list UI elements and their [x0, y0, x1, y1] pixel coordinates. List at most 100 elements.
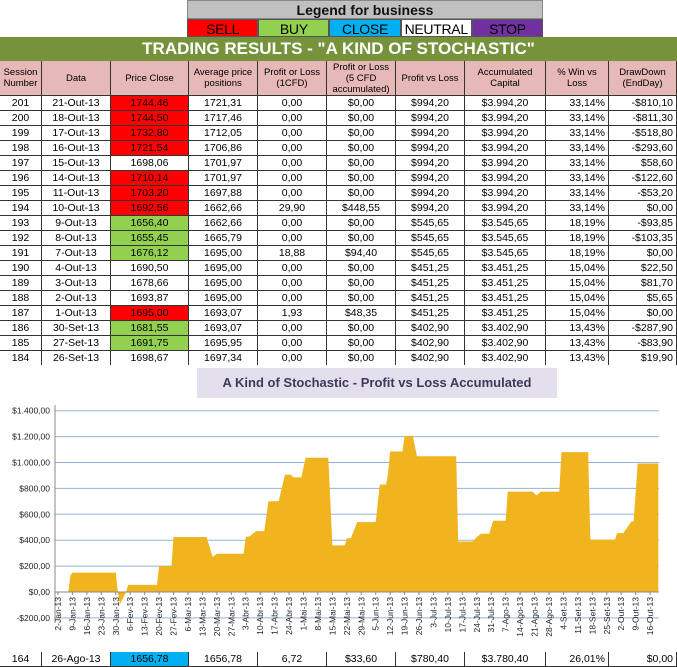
cell-win-pct[interactable]: 33,14%	[546, 201, 609, 216]
cell-pl-1cfd[interactable]: 0,00	[258, 126, 327, 141]
cell-date[interactable]: 2-Out-13	[42, 291, 111, 306]
cell-date[interactable]: 26-Ago-13	[42, 652, 111, 667]
cell-date[interactable]: 21-Out-13	[42, 96, 111, 111]
cell-pl-1cfd[interactable]: 6,72	[258, 652, 327, 667]
cell-date[interactable]: 7-Out-13	[42, 246, 111, 261]
cell-capital[interactable]: $3.994,20	[465, 126, 546, 141]
cell-pl-1cfd[interactable]: 0,00	[258, 291, 327, 306]
cell-pl-1cfd[interactable]: 0,00	[258, 171, 327, 186]
cell-date[interactable]: 11-Out-13	[42, 186, 111, 201]
cell-drawdown[interactable]: -$93,85	[609, 216, 677, 231]
cell-pl-1cfd[interactable]: 0,00	[258, 141, 327, 156]
cell-pl-1cfd[interactable]: 0,00	[258, 321, 327, 336]
cell-date[interactable]: 27-Set-13	[42, 336, 111, 351]
cell-avg-price[interactable]: 1695,95	[189, 336, 258, 351]
cell-capital[interactable]: $3.451,25	[465, 306, 546, 321]
cell-session[interactable]: 201	[0, 96, 42, 111]
cell-capital[interactable]: $3.994,20	[465, 96, 546, 111]
cell-date[interactable]: 30-Set-13	[42, 321, 111, 336]
cell-drawdown[interactable]: $0,00	[609, 306, 677, 321]
cell-profit-vs-loss[interactable]: $402,90	[396, 336, 465, 351]
cell-capital[interactable]: $3.402,90	[465, 321, 546, 336]
cell-date[interactable]: 1-Out-13	[42, 306, 111, 321]
cell-price-close[interactable]: 1695,00	[111, 306, 189, 321]
cell-pl-1cfd[interactable]: 0,00	[258, 231, 327, 246]
cell-avg-price[interactable]: 1695,00	[189, 291, 258, 306]
cell-session[interactable]: 192	[0, 231, 42, 246]
cell-pl-5cfd[interactable]: $0,00	[327, 141, 396, 156]
column-header[interactable]: % Win vs Loss	[546, 61, 609, 96]
column-header[interactable]: Session Number	[0, 61, 42, 96]
cell-drawdown[interactable]: -$811,30	[609, 111, 677, 126]
cell-profit-vs-loss[interactable]: $780,40	[396, 652, 465, 667]
cell-avg-price[interactable]: 1712,05	[189, 126, 258, 141]
cell-price-close[interactable]: 1698,06	[111, 156, 189, 171]
cell-avg-price[interactable]: 1656,78	[189, 652, 258, 667]
cell-drawdown[interactable]: $22,50	[609, 261, 677, 276]
cell-session[interactable]: 185	[0, 336, 42, 351]
cell-date[interactable]: 17-Out-13	[42, 126, 111, 141]
cell-price-close[interactable]: 1655,45	[111, 231, 189, 246]
cell-win-pct[interactable]: 13,43%	[546, 321, 609, 336]
cell-price-close[interactable]: 1698,67	[111, 351, 189, 366]
cell-pl-5cfd[interactable]: $0,00	[327, 126, 396, 141]
cell-profit-vs-loss[interactable]: $402,90	[396, 321, 465, 336]
cell-session[interactable]: 190	[0, 261, 42, 276]
cell-price-close[interactable]: 1732,80	[111, 126, 189, 141]
cell-drawdown[interactable]: -$518,80	[609, 126, 677, 141]
cell-pl-1cfd[interactable]: 0,00	[258, 276, 327, 291]
cell-capital[interactable]: $3.545,65	[465, 216, 546, 231]
cell-drawdown[interactable]: $81,70	[609, 276, 677, 291]
cell-drawdown[interactable]: -$83,90	[609, 336, 677, 351]
cell-pl-5cfd[interactable]: $0,00	[327, 216, 396, 231]
cell-pl-1cfd[interactable]: 0,00	[258, 156, 327, 171]
cell-capital[interactable]: $3.402,90	[465, 336, 546, 351]
cell-profit-vs-loss[interactable]: $994,20	[396, 96, 465, 111]
cell-pl-1cfd[interactable]: 0,00	[258, 186, 327, 201]
cell-avg-price[interactable]: 1717,46	[189, 111, 258, 126]
cell-capital[interactable]: $3.451,25	[465, 276, 546, 291]
cell-win-pct[interactable]: 18,19%	[546, 231, 609, 246]
cell-price-close[interactable]: 1656,78	[111, 652, 189, 667]
cell-profit-vs-loss[interactable]: $402,90	[396, 351, 465, 366]
cell-drawdown[interactable]: -$53,20	[609, 186, 677, 201]
cell-avg-price[interactable]: 1695,00	[189, 276, 258, 291]
column-header[interactable]: Profit or Loss (5 CFD accumulated)	[327, 61, 396, 96]
column-header[interactable]: Profit or Loss (1CFD)	[258, 61, 327, 96]
cell-session[interactable]: 194	[0, 201, 42, 216]
cell-drawdown[interactable]: $0,00	[609, 201, 677, 216]
cell-pl-5cfd[interactable]: $0,00	[327, 111, 396, 126]
cell-pl-1cfd[interactable]: 29,90	[258, 201, 327, 216]
cell-price-close[interactable]: 1681,55	[111, 321, 189, 336]
cell-capital[interactable]: $3.994,20	[465, 171, 546, 186]
cell-pl-5cfd[interactable]: $0,00	[327, 186, 396, 201]
cell-session[interactable]: 188	[0, 291, 42, 306]
column-header[interactable]: Accumulated Capital	[465, 61, 546, 96]
cell-pl-5cfd[interactable]: $48,35	[327, 306, 396, 321]
cell-session[interactable]: 195	[0, 186, 42, 201]
cell-pl-5cfd[interactable]: $0,00	[327, 156, 396, 171]
cell-date[interactable]: 10-Out-13	[42, 201, 111, 216]
cell-price-close[interactable]: 1678,66	[111, 276, 189, 291]
cell-win-pct[interactable]: 13,43%	[546, 351, 609, 366]
cell-pl-5cfd[interactable]: $0,00	[327, 336, 396, 351]
cell-capital[interactable]: $3.780,40	[465, 652, 546, 667]
cell-avg-price[interactable]: 1697,34	[189, 351, 258, 366]
cell-win-pct[interactable]: 33,14%	[546, 126, 609, 141]
cell-price-close[interactable]: 1690,50	[111, 261, 189, 276]
cell-session[interactable]: 186	[0, 321, 42, 336]
cell-pl-1cfd[interactable]: 0,00	[258, 261, 327, 276]
cell-drawdown[interactable]: -$287,90	[609, 321, 677, 336]
cell-session[interactable]: 187	[0, 306, 42, 321]
cell-price-close[interactable]: 1676,12	[111, 246, 189, 261]
cell-price-close[interactable]: 1710,14	[111, 171, 189, 186]
cell-price-close[interactable]: 1656,40	[111, 216, 189, 231]
cell-avg-price[interactable]: 1662,66	[189, 216, 258, 231]
cell-profit-vs-loss[interactable]: $545,65	[396, 216, 465, 231]
cell-win-pct[interactable]: 26,01%	[546, 652, 609, 667]
cell-pl-1cfd[interactable]: 0,00	[258, 336, 327, 351]
cell-profit-vs-loss[interactable]: $451,25	[396, 306, 465, 321]
cell-avg-price[interactable]: 1695,00	[189, 246, 258, 261]
cell-capital[interactable]: $3.994,20	[465, 141, 546, 156]
cell-date[interactable]: 4-Out-13	[42, 261, 111, 276]
